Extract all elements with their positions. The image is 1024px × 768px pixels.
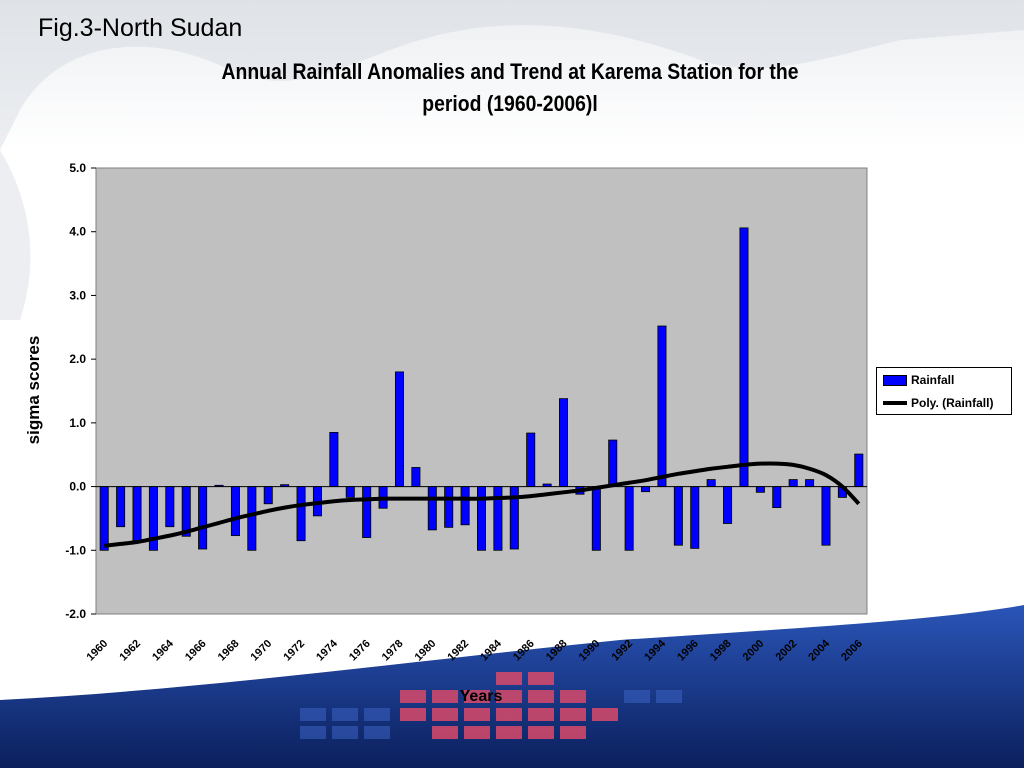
bar-2004: [821, 486, 831, 546]
x-tick-label-1970: 1970: [249, 638, 275, 664]
x-tick-label-1976: 1976: [347, 638, 373, 664]
bar-1962: [132, 486, 142, 542]
bar-1998: [723, 486, 733, 524]
bar-1990: [591, 486, 601, 551]
legend-entry-trend: Poly. (Rainfall): [883, 396, 993, 410]
x-tick-label-2000: 2000: [741, 638, 767, 664]
x-tick-label-1992: 1992: [609, 638, 635, 664]
bar-1986: [526, 432, 536, 487]
bar-1994: [657, 325, 667, 487]
bar-1997: [706, 479, 716, 487]
x-tick-label-1980: 1980: [413, 638, 439, 664]
bar-1965: [181, 486, 191, 537]
bar-1988: [559, 398, 569, 487]
x-tick-label-1966: 1966: [183, 638, 209, 664]
x-axis-label: Years: [459, 688, 503, 705]
bar-2002: [788, 479, 798, 487]
x-tick-label-1968: 1968: [216, 638, 242, 664]
legend-label-rainfall: Rainfall: [911, 373, 955, 387]
bar-1980: [427, 486, 437, 531]
x-tick-label-1990: 1990: [577, 638, 603, 664]
x-tick-label-1960: 1960: [85, 638, 111, 664]
y-tick-label: -2.0: [65, 607, 86, 621]
y-tick-label: 1.0: [69, 416, 86, 430]
bar-1993: [641, 486, 651, 493]
bar-1982: [460, 486, 470, 526]
bar-1972: [296, 486, 306, 542]
x-tick-label-1996: 1996: [675, 638, 701, 664]
legend: Rainfall Poly. (Rainfall): [876, 367, 1012, 415]
x-tick-label-1982: 1982: [445, 638, 471, 664]
bar-2001: [772, 486, 782, 508]
x-tick-label-2002: 2002: [774, 638, 800, 664]
x-tick-label-2006: 2006: [839, 638, 865, 664]
trend-line: [103, 461, 861, 548]
x-tick-label-2004: 2004: [806, 637, 832, 663]
x-tick-label-1998: 1998: [708, 638, 734, 664]
bar-1996: [690, 486, 700, 549]
x-tick-label-1962: 1962: [117, 638, 143, 664]
y-tick-label: 5.0: [69, 161, 86, 175]
bar-1983: [476, 486, 487, 551]
bar-1995: [673, 486, 683, 546]
bar-1961: [116, 486, 126, 528]
y-tick-label: 0.0: [69, 480, 86, 494]
bar-1960: [99, 486, 109, 551]
x-tick-label-1988: 1988: [544, 638, 570, 664]
x-tick-label-1986: 1986: [511, 638, 537, 664]
y-tick-label: 4.0: [69, 225, 86, 239]
y-tick-label: -1.0: [65, 543, 86, 557]
bar-1978: [394, 371, 404, 487]
y-tick-label: 3.0: [69, 288, 86, 302]
footer-band: [0, 605, 1024, 768]
bar-1964: [165, 486, 175, 528]
bar-1975: [345, 486, 355, 498]
legend-swatch-bar: [883, 374, 907, 386]
x-tick-label-1978: 1978: [380, 638, 406, 664]
y-tick-label: 2.0: [69, 352, 86, 366]
bar-2000: [755, 486, 765, 493]
bar-1970: [263, 486, 273, 505]
bar-1974: [329, 432, 339, 487]
x-tick-label-1984: 1984: [478, 637, 504, 663]
bar-1991: [608, 439, 618, 487]
bar-2006: [854, 453, 864, 487]
legend-label-trend: Poly. (Rainfall): [911, 396, 994, 410]
x-tick-label-1964: 1964: [150, 637, 176, 663]
world-map-outline: [0, 0, 1024, 150]
bar-1968: [230, 486, 240, 537]
y-axis-label: sigma scores: [24, 335, 43, 445]
chart-title-line2: period (1960-2006)l: [422, 91, 598, 116]
x-tick-label-1972: 1972: [281, 638, 307, 664]
legend-entry-rainfall: Rainfall: [883, 373, 954, 387]
bar-1976: [362, 486, 372, 538]
figure-label: Fig.3-North Sudan: [38, 14, 243, 42]
bar-1979: [411, 467, 421, 487]
bar-1999: [739, 227, 749, 487]
bar-1981: [444, 486, 454, 528]
bar-1966: [198, 486, 208, 550]
bar-1992: [624, 486, 634, 551]
bar-1969: [247, 486, 257, 551]
chart-title: Annual Rainfall Anomalies and Trend at K…: [158, 56, 862, 120]
bar-2003: [805, 479, 815, 487]
chart-title-line1: Annual Rainfall Anomalies and Trend at K…: [221, 59, 799, 84]
footer-tiles: [400, 672, 618, 739]
x-tick-label-1994: 1994: [642, 637, 668, 663]
legend-swatch-line: [883, 401, 907, 405]
x-tick-label-1974: 1974: [314, 637, 340, 663]
